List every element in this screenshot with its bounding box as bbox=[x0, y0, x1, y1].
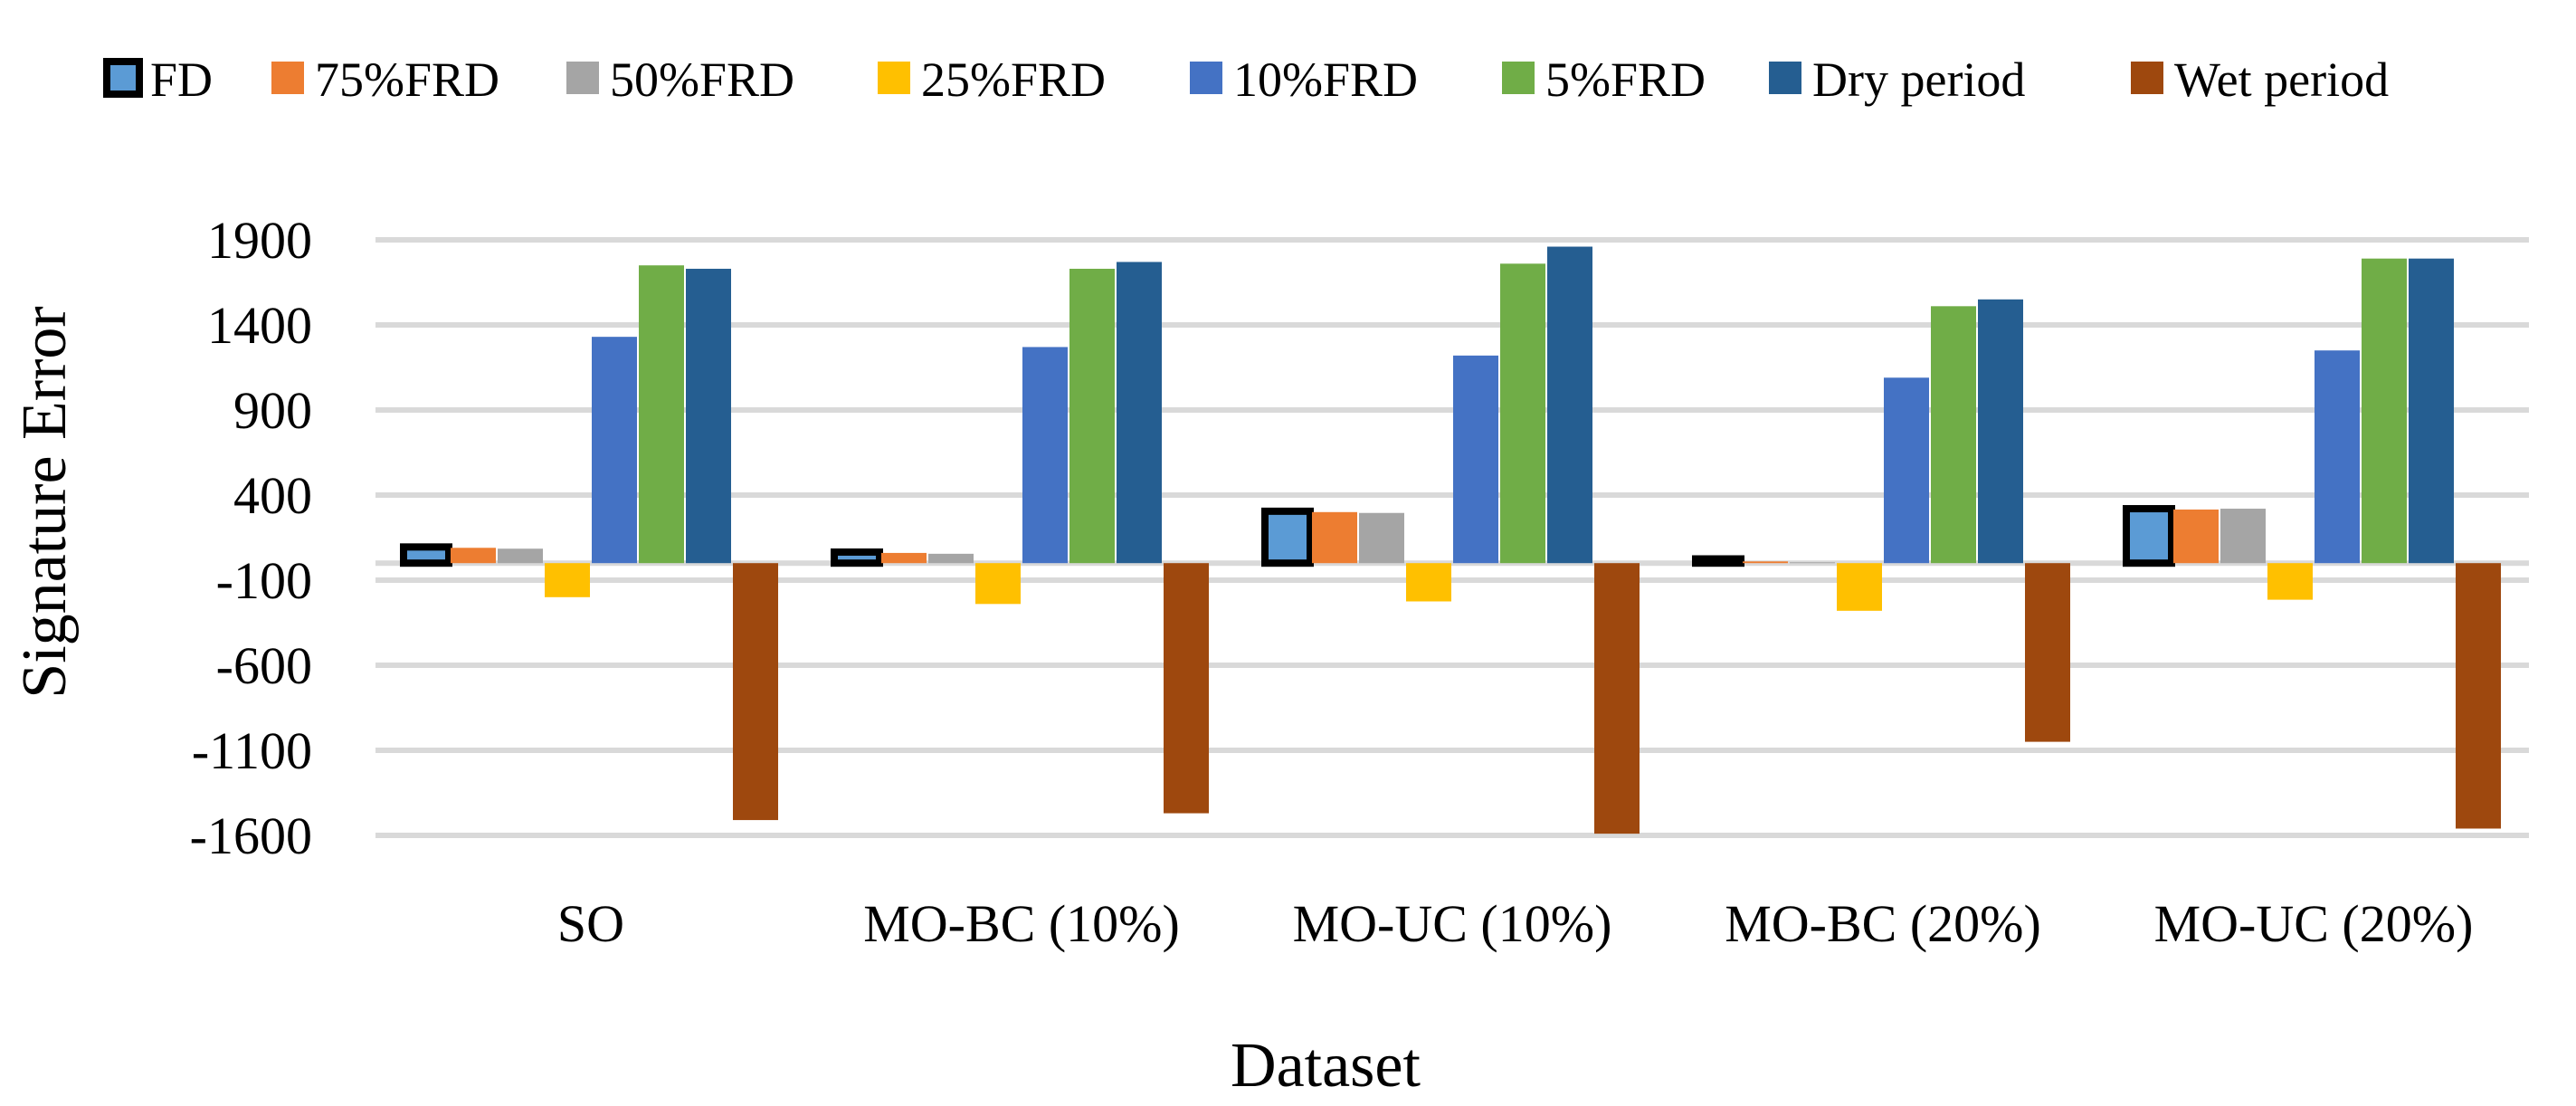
bar-fd-1 bbox=[400, 543, 452, 567]
bar-dry-period-1 bbox=[686, 268, 731, 564]
bars bbox=[400, 246, 2501, 834]
y-tick-label: -1600 bbox=[190, 806, 312, 865]
x-category-label: SO bbox=[557, 894, 624, 953]
bar-25-frd-4 bbox=[1837, 563, 1882, 611]
y-tick-label: 900 bbox=[233, 381, 312, 440]
bar-75-frd-3 bbox=[1312, 511, 1357, 564]
bar-5-frd-3 bbox=[1500, 263, 1545, 564]
bar-50-frd-4 bbox=[1790, 562, 1835, 564]
legend-swatch-50-frd bbox=[566, 62, 599, 94]
bar-10-frd-4 bbox=[1884, 377, 1929, 564]
legend-label: 5%FRD bbox=[1545, 52, 1706, 107]
x-category-label: MO-UC (10%) bbox=[1293, 894, 1612, 953]
legend-label: 50%FRD bbox=[610, 52, 794, 107]
bar-75-frd-2 bbox=[881, 552, 927, 564]
bar-50-frd-3 bbox=[1359, 512, 1404, 564]
y-tick-label: 1900 bbox=[207, 211, 312, 270]
bar-dry-period-3 bbox=[1547, 246, 1592, 564]
legend-label: Dry period bbox=[1812, 52, 2025, 107]
bar-10-frd-2 bbox=[1022, 347, 1068, 564]
legend-label: Wet period bbox=[2174, 52, 2389, 107]
y-tick-label: 1400 bbox=[207, 296, 312, 355]
legend-swatch-fd bbox=[103, 58, 143, 98]
x-axis-title: Dataset bbox=[1231, 1031, 1421, 1101]
bar-wet-period-1 bbox=[733, 563, 778, 821]
x-axis-category-labels: SO MO-BC (10%) MO-UC (10%) MO-BC (20%) MO-UC… bbox=[557, 894, 2473, 953]
bar-50-frd-2 bbox=[928, 553, 974, 564]
legend: FD 75%FRD 50%FRD 25%FRD 10%FRD 5%FRD Dry perio… bbox=[103, 52, 2389, 107]
bar-wet-period-2 bbox=[1164, 563, 1209, 814]
legend-swatch-10-frd bbox=[1190, 62, 1222, 94]
y-axis-title: Signature Error bbox=[10, 306, 80, 698]
legend-swatch-5-frd bbox=[1502, 62, 1535, 94]
bar-10-frd-3 bbox=[1453, 355, 1498, 564]
bar-fd-3 bbox=[1261, 507, 1314, 567]
bar-5-frd-4 bbox=[1931, 306, 1976, 564]
legend-label: 25%FRD bbox=[921, 52, 1106, 107]
x-category-label: MO-BC (10%) bbox=[863, 894, 1180, 953]
bar-dry-period-2 bbox=[1117, 262, 1162, 564]
bar-75-frd-5 bbox=[2173, 509, 2219, 564]
legend-swatch-75-frd bbox=[271, 62, 304, 94]
bar-wet-period-5 bbox=[2456, 563, 2501, 829]
bar-5-frd-1 bbox=[639, 265, 684, 564]
bar-75-frd-1 bbox=[451, 548, 496, 564]
legend-swatch-dry-period bbox=[1769, 62, 1801, 94]
bar-50-frd-1 bbox=[498, 548, 543, 564]
x-category-label: MO-BC (20%) bbox=[1725, 894, 2041, 953]
bar-5-frd-5 bbox=[2362, 258, 2407, 564]
bar-wet-period-3 bbox=[1594, 563, 1640, 834]
bar-10-frd-1 bbox=[592, 337, 637, 564]
bar-fd-2 bbox=[831, 548, 883, 567]
y-tick-label: -100 bbox=[216, 551, 312, 610]
y-tick-label: -600 bbox=[216, 636, 312, 695]
legend-label: FD bbox=[150, 52, 213, 107]
legend-label: 75%FRD bbox=[315, 52, 499, 107]
bar-dry-period-4 bbox=[1978, 299, 2023, 564]
y-axis-tick-labels: 1900 1400 900 400 -100 -600 -1100 -1600 bbox=[190, 211, 312, 865]
bar-25-frd-1 bbox=[545, 563, 590, 597]
bar-50-frd-5 bbox=[2220, 509, 2266, 564]
bar-25-frd-2 bbox=[975, 563, 1021, 605]
bar-25-frd-5 bbox=[2267, 563, 2313, 600]
bar-5-frd-2 bbox=[1069, 268, 1115, 564]
legend-label: 10%FRD bbox=[1233, 52, 1418, 107]
legend-swatch-wet-period bbox=[2131, 62, 2163, 94]
x-category-label: MO-UC (20%) bbox=[2154, 894, 2474, 953]
bar-75-frd-4 bbox=[1743, 561, 1788, 564]
y-tick-label: -1100 bbox=[192, 721, 312, 780]
bar-25-frd-3 bbox=[1406, 563, 1451, 602]
bar-wet-period-4 bbox=[2025, 563, 2070, 742]
bar-fd-5 bbox=[2123, 505, 2175, 567]
legend-swatch-25-frd bbox=[878, 62, 910, 94]
bar-10-frd-5 bbox=[2315, 350, 2360, 564]
y-tick-label: 400 bbox=[233, 466, 312, 525]
bar-dry-period-5 bbox=[2409, 258, 2454, 564]
bar-fd-4 bbox=[1692, 555, 1744, 567]
